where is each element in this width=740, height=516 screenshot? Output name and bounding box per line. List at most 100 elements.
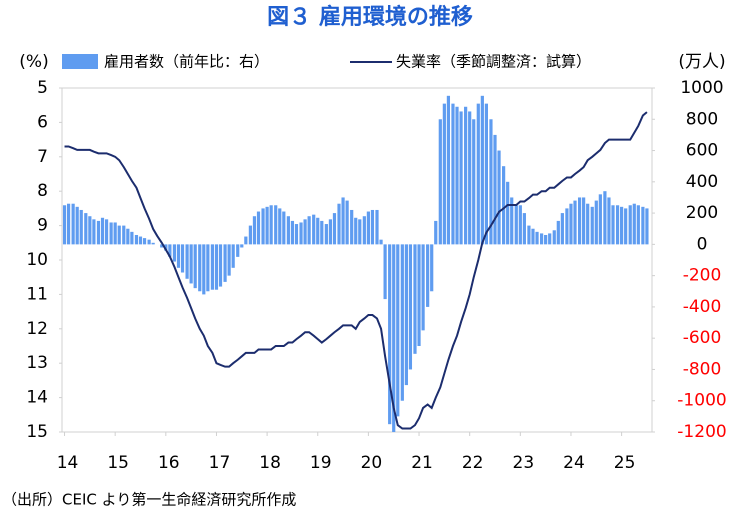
bar (577, 197, 582, 245)
bar (569, 203, 573, 245)
bar (142, 238, 147, 245)
y-tick-label: 6 (37, 112, 48, 132)
chart-title: 図３ 雇用環境の推移 (267, 4, 473, 30)
y2-tick-label: 200 (686, 203, 718, 223)
bar (88, 216, 92, 245)
bar (240, 244, 244, 248)
bar (598, 194, 602, 245)
bar (189, 244, 193, 284)
bar (151, 242, 155, 245)
bar (404, 244, 408, 386)
bar (620, 206, 624, 245)
bar (430, 244, 434, 292)
bar (552, 230, 556, 245)
bar (388, 244, 392, 425)
bar (434, 220, 438, 245)
bar (332, 213, 337, 245)
bar (641, 206, 645, 245)
bar (472, 119, 476, 245)
bar (126, 228, 130, 245)
x-tick-label: 23 (513, 453, 535, 473)
bar (341, 197, 345, 245)
bar (180, 244, 185, 273)
bar (176, 244, 181, 268)
bar (362, 216, 366, 245)
bar (122, 225, 126, 245)
y2-tick-label: 400 (686, 172, 718, 192)
y-tick-label: 15 (26, 422, 48, 442)
plot-frame (61, 87, 653, 433)
bar (539, 233, 544, 245)
bar (484, 103, 488, 245)
line (64, 111, 648, 430)
bar (480, 95, 484, 245)
bar (455, 106, 459, 245)
bar (290, 220, 295, 245)
bar (227, 244, 231, 276)
bar (426, 244, 430, 307)
y-tick-label: 12 (26, 319, 48, 339)
bar (383, 244, 387, 300)
y-tick-label: 7 (37, 147, 48, 167)
x-tick-label: 24 (563, 453, 585, 473)
bar (345, 200, 349, 245)
bar (624, 208, 628, 245)
bar (75, 206, 79, 245)
bar (248, 225, 252, 245)
bar (514, 205, 518, 245)
bar (379, 239, 383, 245)
bar (164, 244, 168, 251)
bar (265, 206, 269, 245)
bar (375, 209, 379, 245)
bar (611, 205, 615, 245)
bar (518, 205, 522, 245)
bar (117, 225, 121, 245)
x-tick-label: 19 (310, 453, 332, 473)
bar (328, 219, 333, 245)
bar (421, 244, 425, 331)
bar (497, 150, 501, 245)
bar (236, 244, 240, 257)
bar (185, 244, 189, 279)
bar (590, 206, 594, 245)
y2-tick-label: -200 (683, 266, 722, 286)
bar (71, 203, 75, 245)
bar (607, 197, 611, 245)
bar (535, 231, 539, 245)
bar (231, 244, 235, 268)
bar (370, 209, 375, 245)
bar (104, 219, 109, 245)
bar (134, 234, 139, 245)
bar (442, 103, 446, 245)
bar (256, 211, 261, 245)
bar (100, 217, 105, 245)
bar (252, 216, 257, 245)
bar (198, 244, 202, 292)
bar (645, 208, 649, 245)
bar (113, 222, 117, 245)
bar (632, 203, 636, 245)
x-tick-label: 17 (209, 453, 231, 473)
bar (96, 220, 101, 245)
bar (548, 233, 552, 245)
bar (392, 244, 396, 432)
bar (586, 203, 590, 245)
bar (206, 244, 210, 292)
bar (527, 225, 531, 245)
bar (350, 209, 354, 245)
bar (560, 213, 564, 245)
y-tick-label: 9 (37, 216, 48, 236)
bar (408, 244, 413, 370)
bar (438, 119, 442, 245)
x-tick-label: 20 (361, 453, 383, 473)
bar (594, 200, 598, 245)
bar (354, 217, 358, 245)
bar (261, 208, 265, 245)
bar (464, 106, 468, 245)
y2-tick-label: -1200 (677, 422, 726, 442)
y-tick-label: 8 (37, 181, 48, 201)
y2-tick-label: -800 (683, 359, 722, 379)
bar (544, 234, 548, 245)
bar (299, 222, 303, 245)
bar (223, 244, 227, 282)
